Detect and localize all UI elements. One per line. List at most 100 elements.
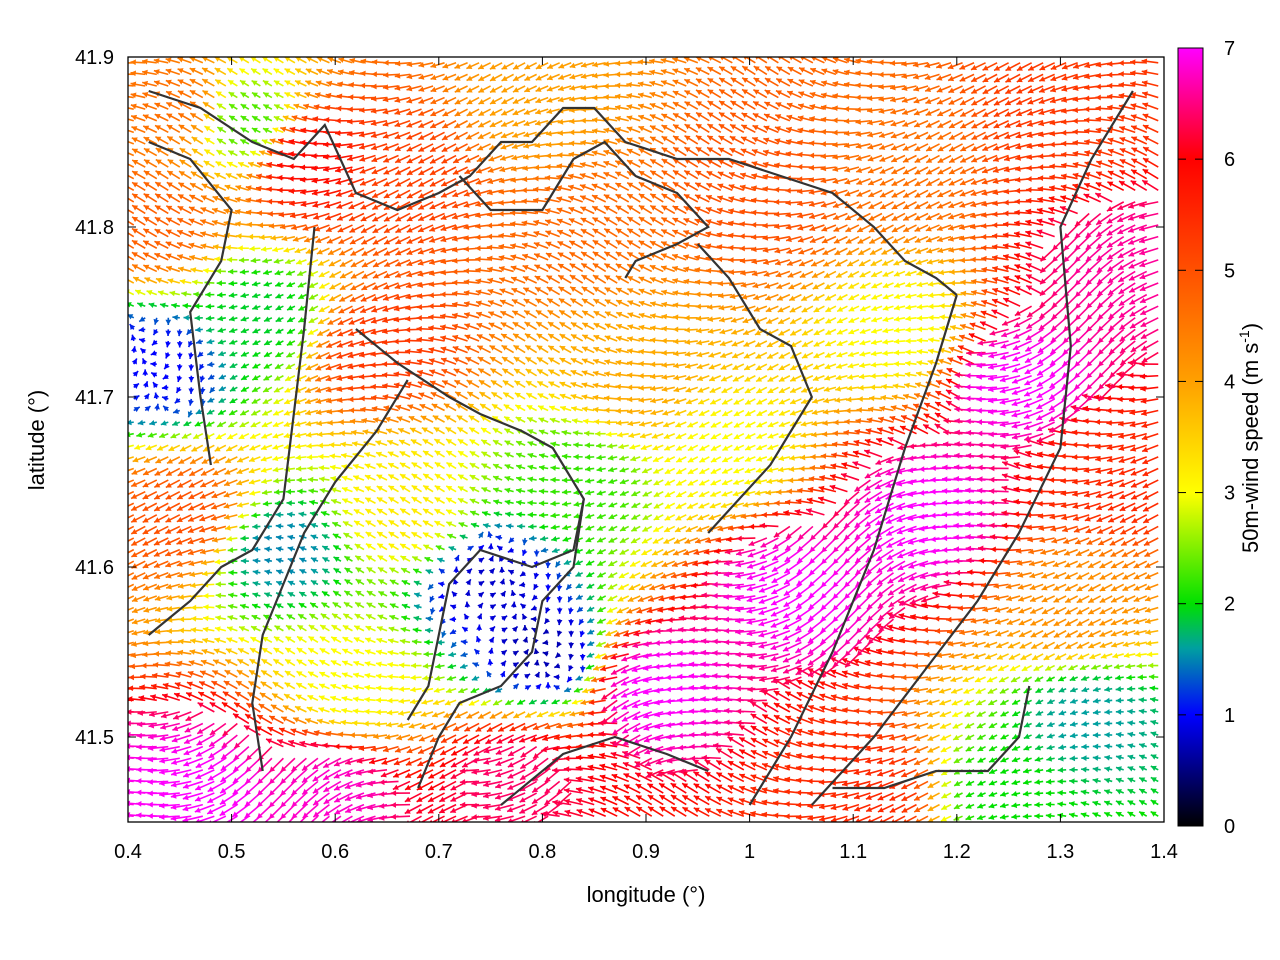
wind-arrow-head [901,711,908,717]
wind-arrow-head [925,675,932,682]
wind-arrow-head [212,670,219,676]
wind-arrow-head [296,647,303,654]
wind-arrow-head [495,687,502,693]
wind-arrow-head [249,670,256,676]
wind-arrow-head [1081,743,1087,750]
wind-arrow-head [914,783,921,789]
wind-arrow-head [440,819,444,822]
wind-arrow-head [151,672,158,679]
wind-arrow-head [974,665,981,671]
wind-arrow-head [175,671,182,677]
wind-arrow-head [818,779,825,785]
wind-arrow-head [750,750,757,756]
wind-arrow-head [1127,811,1134,817]
wind-arrow-head [147,779,153,785]
wind-arrow-head [965,814,972,821]
wind-arrow-head [739,785,746,792]
wind-arrow-head [716,808,723,815]
wind-arrow-head [1104,789,1111,795]
wind-arrow-head [398,674,405,681]
wind-arrow-head [113,766,118,772]
wind-arrow-head [221,753,228,760]
wind-arrow-head [387,685,393,692]
wind-arrow-head [999,688,1006,694]
wind-arrow-head [842,682,849,689]
wind-arrow-head [323,774,330,780]
wind-arrow-head [341,696,348,702]
wind-arrow-head [1000,757,1007,763]
wind-arrow-head [723,673,730,680]
wind-arrow-head [598,676,605,683]
wind-arrow-head [451,750,458,756]
wind-arrow-head [120,529,126,534]
wind-arrow-head [1150,731,1157,737]
wind-arrow-head [989,745,996,751]
wind-arrow-head [367,816,374,822]
wind-arrow-head [1150,708,1157,715]
wind-arrow-head [529,699,536,705]
wind-arrow-head [853,781,860,788]
wind-arrow-head [750,762,757,768]
wind-arrow-head [927,794,934,800]
wind-arrow-head [245,766,252,773]
wind-arrow-head [914,699,921,706]
wind-arrow-head [159,791,165,798]
wind-arrow-head [261,670,268,676]
wind-arrow [239,815,250,822]
wind-arrow-head [1058,675,1065,682]
wind-arrow-head [965,803,972,809]
wind-arrow-head [1035,687,1042,693]
wind-arrow-head [474,738,481,744]
wind-arrow-head [913,687,920,694]
wind-arrow-head [532,798,539,804]
wind-arrow-head [280,789,287,796]
wind-arrow-head [411,650,417,657]
wind-arrow-head [512,673,519,679]
wind-arrow-head [1047,710,1054,716]
wind-arrow-head [784,801,790,807]
wind-arrow-head [559,711,566,717]
wind-arrow-head [141,662,147,669]
wind-arrow-head [901,698,908,705]
wind-arrow-head [439,796,446,802]
wind-arrow-head [1022,676,1029,682]
wind-arrow-head [762,702,769,708]
wind-arrow-head [384,734,391,740]
wind-arrow-head [280,813,287,819]
wind-arrow-head [689,755,696,762]
wind-arrow-head [459,801,466,808]
wind-arrow-head [643,701,649,707]
wind-arrow-head [712,696,718,702]
wind-arrow-head [280,766,287,772]
wind-arrow-head [1022,813,1029,820]
wind-arrow-head [183,749,190,756]
wind-arrow-head [367,792,373,799]
wind-arrow-head [353,660,360,667]
wind-arrow-head [1033,665,1040,671]
wind-arrow-head [471,757,478,764]
wind-arrow-head [998,665,1005,671]
wind-arrow-head [223,681,230,687]
wind-arrow-head [540,698,547,705]
wind-arrow-head [345,759,352,765]
wind-arrow-head [319,683,326,689]
wind-arrow-head [512,683,519,690]
wind-arrow-head [954,780,961,786]
wind-arrow-head [530,736,537,742]
wind-arrow-head [173,714,180,720]
wind-arrow-head [819,730,825,736]
wind-arrow-head [773,788,779,794]
wind-arrow-head [830,706,837,713]
wind-arrow-head [432,711,439,718]
wind-arrow-head [284,682,291,688]
wind-arrow-head [1069,812,1075,819]
wind-arrow-head [977,814,984,821]
wind-arrow-head [688,720,695,726]
wind-arrow-head [701,743,707,749]
wind-arrow-head [565,733,572,740]
wind-arrow-head [543,661,550,668]
wind-arrow-head [865,733,871,740]
wind-arrow-head [564,744,571,751]
wind-arrow-head [643,725,650,731]
wind-arrow-head [184,727,191,733]
